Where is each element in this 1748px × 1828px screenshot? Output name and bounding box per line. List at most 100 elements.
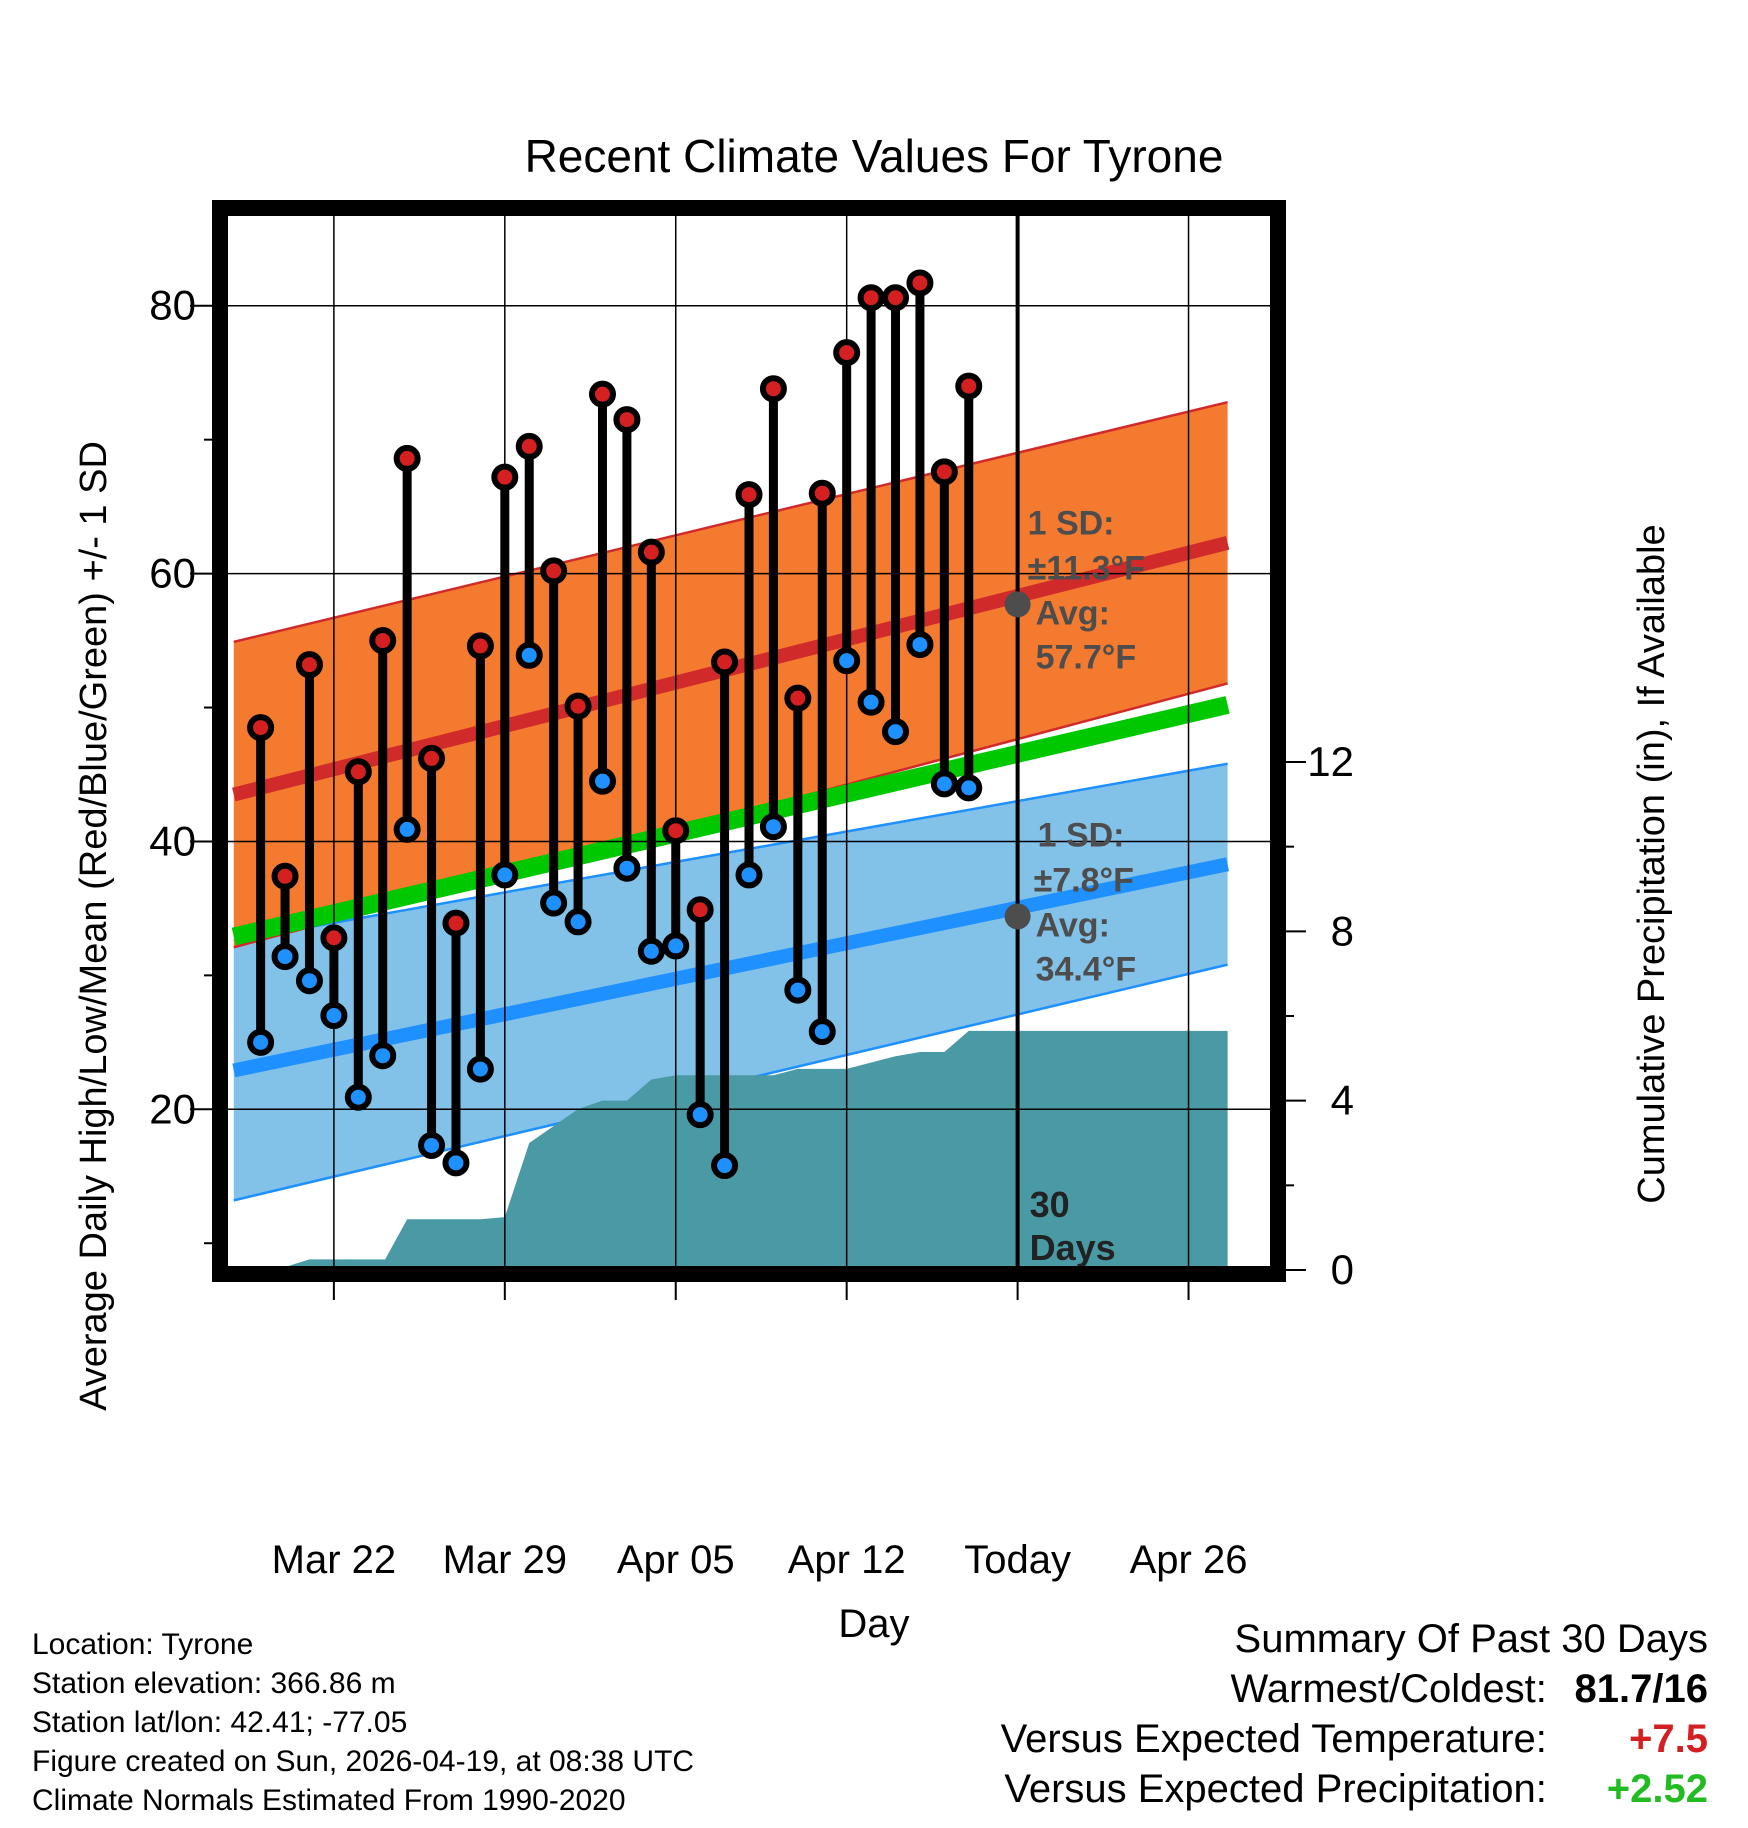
daily-low-point <box>955 774 983 802</box>
x-tick-label: Apr 26 <box>1130 1538 1248 1582</box>
low-sd-value: ±7.8°F <box>1034 861 1134 899</box>
daily-high-point <box>784 684 812 712</box>
y-axis-label: Average Daily High/Low/Mean (Red/Blue/Gr… <box>73 441 115 1411</box>
normals-text: Climate Normals Estimated From 1990-2020 <box>32 1784 626 1817</box>
daily-high-point <box>418 744 446 772</box>
temp-departure-value: +7.5 <box>1629 1717 1708 1761</box>
daily-high-point <box>662 817 690 845</box>
daily-high-point <box>393 444 421 472</box>
summary-warmest-row: Warmest/Coldest: 81.7/16 <box>1231 1667 1709 1712</box>
daily-high-point <box>320 924 348 952</box>
daily-low-point <box>418 1131 446 1159</box>
daily-high-point <box>466 632 494 660</box>
chart-title: Recent Climate Values For Tyrone <box>525 130 1224 182</box>
high-avg-label: Avg: <box>1036 594 1110 632</box>
daily-high-point <box>369 627 397 655</box>
summary-temp-row: Versus Expected Temperature: +7.5 <box>1001 1717 1708 1762</box>
temp-departure-label: Versus Expected Temperature: <box>1000 1717 1547 1761</box>
daily-low-point <box>515 641 543 669</box>
high-sd-value: ±11.3°F <box>1028 549 1145 587</box>
daily-high-point <box>344 758 372 786</box>
daily-low-point <box>540 889 568 917</box>
low-avg-value: 34.4°F <box>1036 950 1137 988</box>
summary-precip-row: Versus Expected Precipitation: +2.52 <box>1004 1767 1708 1812</box>
daily-high-point <box>857 284 885 312</box>
y-tick-label: 60 <box>149 550 196 597</box>
x-axis-label: Day <box>838 1602 909 1646</box>
cumulative-precipitation-area <box>231 1030 1228 1270</box>
today-high-normal-marker <box>1004 591 1031 618</box>
daily-low-point <box>833 647 861 675</box>
daily-low-point <box>759 813 787 841</box>
daily-low-point <box>735 861 763 889</box>
daily-high-point <box>271 862 299 890</box>
daily-low-point <box>882 718 910 746</box>
daily-high-point <box>442 909 470 937</box>
y-tick-label: 20 <box>149 1085 196 1132</box>
warmest-coldest-value: 81.7/16 <box>1574 1667 1708 1711</box>
daily-low-point <box>711 1152 739 1180</box>
daily-high-point <box>247 714 275 742</box>
high-sd-label: 1 SD: <box>1028 504 1115 542</box>
daily-high-point <box>808 479 836 507</box>
x-tick-label: Mar 29 <box>443 1538 568 1582</box>
y2-tick-label: 4 <box>1331 1077 1354 1124</box>
plot-area: 1 SD: ±11.3°F Avg: 57.7°F 1 SD: ±7.8°F Avg: 34.… <box>149 200 1354 1582</box>
daily-low-point <box>662 932 690 960</box>
today-days-label-word: Days <box>1030 1227 1116 1268</box>
plot-inner <box>224 212 1274 1270</box>
x-tick-label: Apr 12 <box>788 1538 906 1582</box>
latlon-text: Station lat/lon: 42.41; -77.05 <box>32 1706 408 1739</box>
daily-high-point <box>491 463 519 491</box>
daily-low-point <box>369 1042 397 1070</box>
y2-tick-label: 8 <box>1331 907 1354 954</box>
normal-mean-line <box>231 696 1230 946</box>
x-tick-label: Today <box>964 1538 1071 1582</box>
normal-low-line <box>232 857 1230 1078</box>
daily-low-point <box>271 943 299 971</box>
daily-high-point <box>540 557 568 585</box>
y2-axis-label: Cumulative Precipitation (in), If Availa… <box>1631 524 1673 1203</box>
y-tick-label: 40 <box>149 817 196 864</box>
daily-low-point <box>295 967 323 995</box>
daily-low-point <box>247 1028 275 1056</box>
low-sd-label: 1 SD: <box>1038 816 1125 854</box>
daily-high-point <box>711 648 739 676</box>
precip-departure-value: +2.52 <box>1606 1767 1708 1811</box>
warmest-coldest-label: Warmest/Coldest: <box>1230 1667 1547 1711</box>
daily-high-point <box>588 380 616 408</box>
daily-high-point <box>930 458 958 486</box>
daily-low-point <box>930 770 958 798</box>
daily-low-point <box>393 815 421 843</box>
y2-tick-label: 0 <box>1331 1246 1354 1293</box>
daily-high-point <box>955 372 983 400</box>
daily-low-point <box>320 1002 348 1030</box>
daily-low-point <box>906 631 934 659</box>
daily-low-point <box>808 1018 836 1046</box>
low-band-upper-edge <box>233 762 1228 942</box>
precip-departure-label: Versus Expected Precipitation: <box>1004 1767 1547 1811</box>
location-text: Location: Tyrone <box>32 1628 254 1661</box>
daily-low-point <box>613 854 641 882</box>
summary-title: Summary Of Past 30 Days <box>1234 1617 1708 1661</box>
y2-tick-label: 12 <box>1307 738 1354 785</box>
daily-high-point <box>906 269 934 297</box>
x-tick-label: Mar 22 <box>272 1538 397 1582</box>
daily-high-point <box>564 692 592 720</box>
elevation-text: Station elevation: 366.86 m <box>32 1667 396 1700</box>
daily-high-point <box>686 896 714 924</box>
daily-high-point <box>613 406 641 434</box>
daily-high-point <box>295 651 323 679</box>
low-avg-label: Avg: <box>1036 906 1110 944</box>
daily-high-point <box>515 432 543 460</box>
daily-low-point <box>784 976 812 1004</box>
today-days-label-number: 30 <box>1030 1184 1070 1225</box>
daily-low-point <box>344 1083 372 1111</box>
daily-high-point <box>735 481 763 509</box>
daily-high-point <box>759 375 787 403</box>
daily-high-point <box>882 284 910 312</box>
daily-low-point <box>564 908 592 936</box>
daily-high-point <box>833 339 861 367</box>
x-tick-label: Apr 05 <box>617 1538 735 1582</box>
